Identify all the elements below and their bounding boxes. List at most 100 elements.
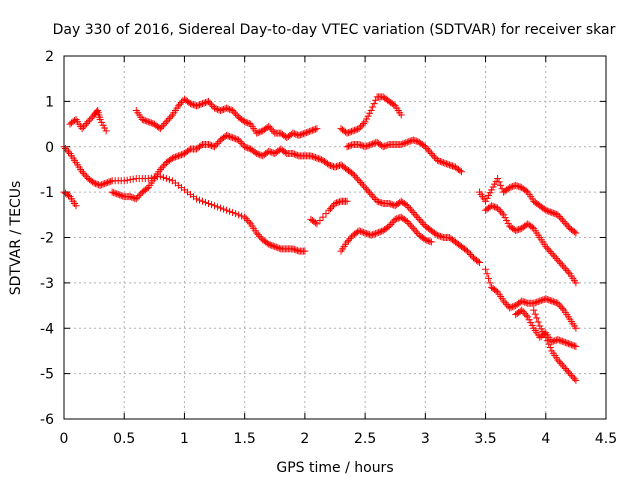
data-point-track-d: [360, 182, 368, 190]
data-point-track-k: [521, 298, 529, 306]
data-point-track-a: [71, 117, 79, 125]
data-point-track-b: [241, 118, 249, 126]
data-point-track-i: [515, 182, 523, 190]
data-point-track-d: [179, 150, 187, 158]
data-point-track-m: [557, 359, 565, 367]
data-point-track-h: [421, 236, 429, 244]
data-point-track-k: [500, 297, 508, 305]
data-point-track-h: [345, 236, 353, 244]
data-point-track-l: [524, 313, 532, 321]
data-point-track-j: [543, 244, 551, 252]
data-point-track-i: [492, 177, 500, 185]
data-point-track-d: [238, 139, 246, 147]
data-point-track-b: [179, 97, 187, 105]
data-point-track-l: [563, 339, 571, 347]
data-point-track-g: [311, 219, 319, 227]
data-point-track-c: [99, 180, 107, 188]
data-point-track-f: [348, 141, 356, 149]
data-point-track-l: [572, 342, 580, 350]
data-point-track-c: [238, 212, 246, 220]
data-point-track-c: [101, 180, 109, 188]
data-point-track-g: [316, 216, 324, 224]
data-point-track-d: [211, 143, 219, 151]
data-point-track-f: [445, 161, 453, 169]
data-point-track-j: [557, 260, 565, 268]
data-point-track-d: [116, 191, 124, 199]
data-point-track-b: [203, 98, 211, 106]
data-point-track-d: [307, 152, 315, 160]
data-point-track-m: [536, 322, 544, 330]
data-point-track-h: [403, 218, 411, 226]
data-point-track-j: [501, 214, 509, 222]
data-point-track-c: [98, 181, 106, 189]
data-point-track-d: [370, 194, 378, 202]
data-point-track-i: [542, 206, 550, 214]
data-point-track-h: [378, 227, 386, 235]
data-point-track-a: [80, 123, 88, 131]
data-point-track-e: [349, 127, 357, 135]
data-point-track-e: [363, 115, 371, 123]
data-point-track-i: [506, 184, 514, 192]
data-point-track-d: [223, 131, 231, 139]
data-point-track-d: [358, 180, 366, 188]
data-point-track-d: [412, 212, 420, 220]
data-point-track-j: [498, 209, 506, 217]
data-point-track-b: [233, 112, 241, 120]
data-point-track-d: [367, 190, 375, 198]
data-point-track-l: [528, 321, 536, 329]
data-point-track-g: [322, 210, 330, 218]
data-point-track-j: [554, 256, 562, 264]
data-point-track-m: [540, 330, 548, 338]
data-point-track-a: [84, 118, 92, 126]
data-point-track-d: [227, 133, 235, 141]
data-point-track-i: [560, 218, 568, 226]
data-point-track-f: [346, 142, 354, 150]
data-point-track-l: [516, 307, 524, 315]
axis-ticks: 0 0.5 1 1.5 2 2.5 3 3.5 4 4.5 -6 -5 -4 -3 -2 -1 0 1 2: [40, 49, 617, 447]
data-point-track-m: [569, 373, 577, 381]
data-point-track-d: [126, 193, 134, 201]
data-point-track-d: [336, 161, 344, 169]
data-point-track-f: [367, 140, 375, 148]
data-point-track-d: [402, 201, 410, 209]
data-point-track-b: [263, 123, 271, 131]
data-point-track-b: [205, 97, 213, 105]
x-tick-label: 4: [541, 431, 550, 447]
data-point-track-e: [372, 96, 380, 104]
data-point-track-b: [289, 129, 297, 137]
data-point-track-l: [525, 316, 533, 324]
x-tick-label: 1: [180, 431, 189, 447]
data-point-track-i: [482, 197, 490, 205]
data-point-track-i: [543, 207, 551, 215]
data-point-track-b: [307, 127, 315, 135]
data-point-track-c: [165, 176, 173, 184]
data-point-track-d: [387, 200, 395, 208]
data-point-track-m: [566, 370, 574, 378]
data-point-track-c: [211, 202, 219, 210]
data-point-track-d: [417, 217, 425, 225]
data-point-track-e: [358, 121, 366, 129]
data-point-track-d: [244, 144, 252, 152]
data-point-track-h: [412, 228, 420, 236]
data-point-track-k: [507, 303, 515, 311]
data-point-track-c: [290, 245, 298, 253]
data-point-track-l: [567, 341, 575, 349]
data-point-track-d: [328, 162, 336, 170]
data-point-track-b: [188, 100, 196, 108]
data-point-track-f: [355, 140, 363, 148]
data-point-track-c: [129, 175, 137, 183]
data-point-track-d: [224, 132, 232, 140]
data-point-track-c: [265, 240, 273, 248]
x-tick-label: 2.5: [354, 431, 376, 447]
data-point-track-f: [424, 146, 432, 154]
data-point-track-g: [319, 213, 327, 221]
data-point-track-j: [551, 253, 559, 261]
data-point-track-j: [491, 203, 499, 211]
data-point-track-d: [310, 153, 318, 161]
data-point-track-d: [65, 192, 73, 200]
data-point-track-i: [494, 175, 502, 183]
data-point-track-j: [494, 204, 502, 212]
data-point-track-a: [96, 116, 104, 124]
data-point-track-c: [105, 178, 113, 186]
data-point-track-f: [435, 157, 443, 165]
